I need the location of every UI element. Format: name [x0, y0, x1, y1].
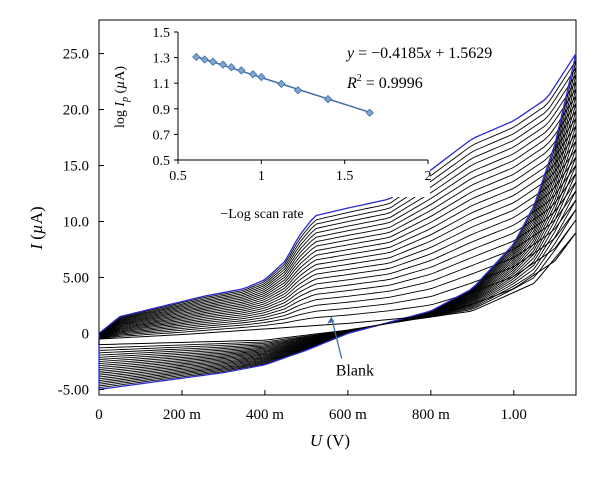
blank-annotation: Blank: [327, 316, 374, 380]
main-axes: 0 200 m 400 m 600 m 800 m 1.00 -5.00 0 5.00 10.0 1…: [58, 47, 527, 423]
inset-data-point: [208, 57, 218, 66]
inset-data-point: [277, 79, 286, 89]
inset-data-point: [218, 60, 228, 69]
y-tick-label: 5.00: [63, 270, 89, 286]
inset-y-tick-label: 1.5: [153, 26, 171, 41]
voltammogram-curve: [98, 81, 577, 383]
voltammogram-curve: [98, 156, 577, 365]
voltammogram-curve-highest: [98, 53, 577, 391]
inset-data-point: [227, 63, 236, 72]
y-tick-label: 10.0: [63, 214, 89, 230]
y-tick-label: 0: [82, 326, 90, 342]
voltammogram-curve: [98, 219, 577, 349]
y-tick-label: 25.0: [63, 47, 89, 63]
voltammogram-curve: [98, 67, 577, 387]
voltammogram-curve: [98, 148, 577, 367]
annotation-label: Blank: [336, 363, 374, 380]
inset-y-tick-label: 0.9: [153, 103, 171, 118]
voltammogram-curve: [98, 117, 577, 374]
curve-group: [98, 53, 577, 391]
inset-x-tick-label: 1: [258, 169, 265, 184]
inset-x-tick-label: 0.5: [169, 169, 187, 184]
x-axis-label: U (V): [310, 431, 350, 450]
y-tick-label: -5.00: [58, 382, 89, 398]
voltammogram-curve: [98, 209, 577, 351]
voltammogram-curve: [98, 60, 577, 389]
voltammogram-curve: [98, 125, 577, 372]
inset-data-point: [365, 108, 374, 117]
voltammogram-curve: [98, 74, 577, 385]
inset-data-point: [293, 86, 303, 95]
inset-x-tick-label: 1.5: [336, 169, 354, 184]
inset-y-tick-label: 0.5: [153, 154, 171, 169]
inset-x-axis-label: −Log scan rate: [220, 207, 303, 222]
annotation-arrow: [331, 320, 343, 359]
voltammogram-curve: [98, 103, 577, 378]
regression-equation: y = −0.4185x + 1.5629: [345, 45, 492, 62]
voltammogram-curve: [98, 190, 577, 356]
voltammogram-curve: [98, 95, 577, 380]
voltammogram-curve: [98, 199, 577, 354]
voltammogram-curve: [98, 181, 577, 358]
voltammogram-curve: [98, 164, 577, 363]
x-tick-label: 800 m: [412, 407, 450, 423]
x-tick-label: 600 m: [329, 407, 367, 423]
inset-y-axis-label: log Ip (µA): [113, 66, 131, 128]
r-squared: R2 = 0.9996: [346, 73, 423, 92]
voltammogram-curve: [98, 173, 577, 360]
inset-background: [170, 24, 430, 197]
inset-y-tick-label: 1.1: [153, 77, 171, 92]
blank-curve: [98, 232, 577, 346]
x-tick-label: 200 m: [163, 407, 201, 423]
voltammogram-curve: [98, 140, 577, 369]
x-tick-label: 400 m: [246, 407, 284, 423]
voltammogram-curve: [98, 110, 577, 376]
voltammogram-curve: [98, 88, 577, 382]
x-tick-label: 0: [95, 407, 103, 423]
inset-data-point: [192, 52, 201, 62]
inset-y-tick-label: 0.7: [153, 128, 171, 143]
inset-chart: 0.5 1 1.5 2 0.5 0.7 0.9 1.1 1.3 1.5: [153, 26, 432, 184]
inset-data-point: [248, 70, 258, 79]
y-axis-label: I (µA): [27, 206, 46, 250]
inset-y-tick-label: 1.3: [153, 52, 171, 67]
inset-x-tick-label: 2: [425, 169, 432, 184]
voltammogram-curve: [98, 133, 577, 370]
x-tick-label: 1.00: [501, 407, 527, 423]
y-tick-label: 20.0: [63, 103, 89, 119]
inset-data-point: [323, 94, 333, 104]
inset-data-point: [257, 72, 266, 82]
y-tick-label: 15.0: [63, 159, 89, 175]
inset-data-point: [200, 55, 209, 64]
annotation-arrowhead: [327, 316, 335, 324]
inset-data-point: [237, 66, 246, 75]
